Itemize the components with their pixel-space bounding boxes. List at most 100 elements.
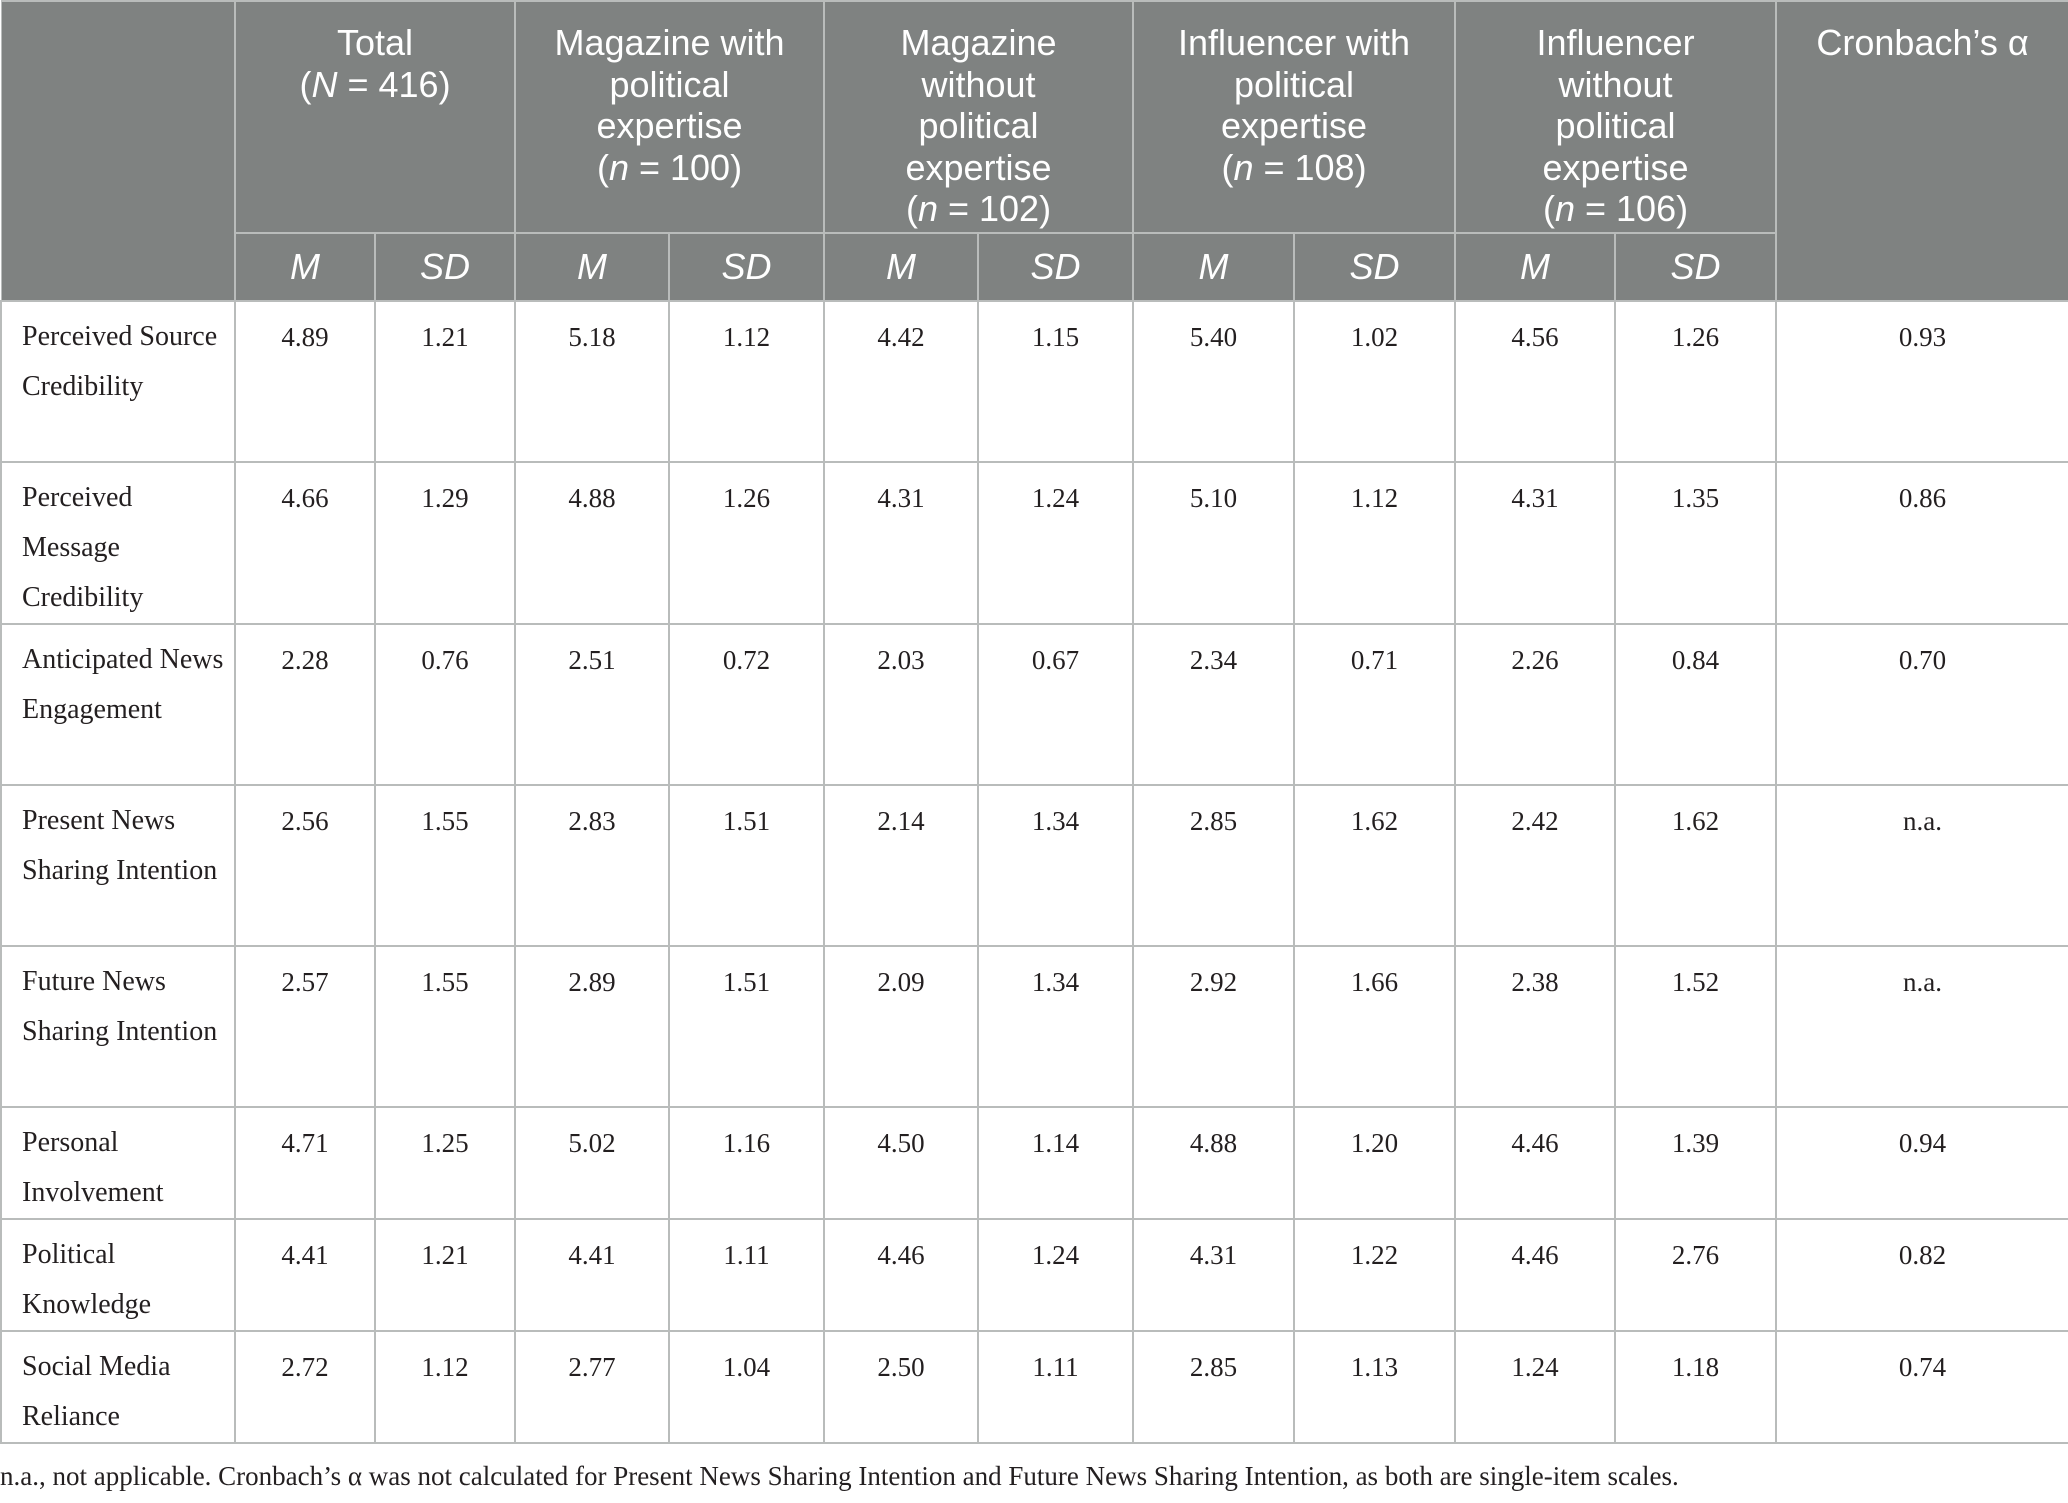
- mean-value: 4.56: [1454, 301, 1617, 463]
- sd-value: 1.34: [977, 945, 1135, 1108]
- group-title: Total: [336, 22, 414, 63]
- mean-value: 4.46: [823, 1218, 980, 1332]
- sd-value: 1.15: [977, 301, 1135, 463]
- table-row: Perceived Source Credibility 4.89 1.21 5.18…: [0, 301, 2068, 463]
- group-title-line: political: [1233, 63, 1355, 105]
- mean-value: 5.18: [514, 301, 671, 463]
- group-sample-size: (n = 108): [1221, 146, 1367, 188]
- group-header-magazine-without-expertise: Magazine without political expertise (n …: [823, 0, 1135, 234]
- sd-value: 1.66: [1293, 945, 1457, 1108]
- sd-value: 1.62: [1614, 784, 1778, 947]
- mean-column-header: M: [1454, 232, 1617, 302]
- table-row: Personal Involvement 4.71 1.25 5.02 1.16 4.50…: [0, 1106, 2068, 1220]
- mean-value: 5.10: [1132, 461, 1296, 625]
- group-header-magazine-with-expertise: Magazine with political expertise (n = 1…: [514, 0, 826, 234]
- mean-value: 2.14: [823, 784, 980, 947]
- variable-label: Political Knowledge: [0, 1218, 236, 1332]
- mean-column-header: M: [1132, 232, 1296, 302]
- group-title-line: Influencer with: [1177, 22, 1411, 63]
- mean-column-header: M: [234, 232, 376, 302]
- mean-value: 2.09: [823, 945, 980, 1108]
- mean-value: 2.26: [1454, 623, 1617, 786]
- sd-column-header: SD: [977, 232, 1135, 302]
- mean-value: 2.77: [514, 1330, 671, 1444]
- sd-value: 1.51: [668, 784, 826, 947]
- sd-column-header: SD: [1293, 232, 1457, 302]
- group-sample-size: (n = 100): [596, 146, 743, 188]
- sd-column-header: SD: [1614, 232, 1778, 302]
- mean-value: 4.66: [234, 461, 376, 625]
- sd-value: 1.26: [1614, 301, 1778, 463]
- table-row: Social Media Reliance 2.72 1.12 2.77 1.04 2.5…: [0, 1330, 2068, 1444]
- sd-value: 1.55: [373, 945, 517, 1108]
- sd-value: 0.84: [1614, 623, 1778, 786]
- mean-value: 4.71: [234, 1106, 376, 1220]
- sd-value: 1.62: [1293, 784, 1457, 947]
- sd-value: 1.21: [373, 301, 517, 463]
- cronbach-alpha-value: 0.70: [1775, 623, 2068, 786]
- table-row: Political Knowledge 4.41 1.21 4.41 1.11 4.46 1…: [0, 1218, 2068, 1332]
- mean-value: 4.42: [823, 301, 980, 463]
- sample-size-value: = 102: [947, 188, 1040, 229]
- sd-value: 2.76: [1614, 1218, 1778, 1332]
- sd-value: 1.11: [977, 1330, 1135, 1444]
- mean-value: 4.50: [823, 1106, 980, 1220]
- sd-value: 1.29: [373, 461, 517, 625]
- mean-value: 5.40: [1132, 301, 1296, 463]
- statistic-header-row: M SD M SD M SD M SD M SD: [1, 232, 2068, 302]
- table-footnote: n.a., not applicable. Cronbach’s α was n…: [0, 1461, 1679, 1491]
- descriptive-statistics-table: Total (N = 416) Magazine with political …: [0, 0, 2068, 1444]
- sd-value: 1.25: [373, 1106, 517, 1220]
- sd-value: 0.72: [668, 623, 826, 786]
- group-header-influencer-without-expertise: Influencer without political expertise (…: [1454, 0, 1778, 234]
- sd-value: 1.14: [977, 1106, 1135, 1220]
- mean-value: 2.50: [823, 1330, 980, 1444]
- variable-label: Future News Sharing Intention: [0, 945, 236, 1108]
- sample-size-symbol: n: [1233, 146, 1254, 188]
- sample-size-symbol: n: [608, 146, 629, 188]
- sd-value: 1.52: [1614, 945, 1778, 1108]
- group-header-influencer-with-expertise: Influencer with political expertise (n =…: [1132, 0, 1457, 234]
- mean-value: 1.24: [1454, 1330, 1617, 1444]
- group-title-line: expertise: [596, 105, 743, 146]
- group-title-line: Influencer: [1536, 22, 1695, 63]
- variable-label: Personal Involvement: [0, 1106, 236, 1220]
- mean-value: 2.85: [1132, 784, 1296, 947]
- cronbach-alpha-value: 0.74: [1775, 1330, 2068, 1444]
- mean-value: 4.46: [1454, 1218, 1617, 1332]
- cronbach-alpha-value: 0.94: [1775, 1106, 2068, 1220]
- sd-value: 1.13: [1293, 1330, 1457, 1444]
- group-sample-size: (n = 102): [905, 188, 1052, 229]
- group-title-line: Magazine with: [554, 22, 785, 63]
- table-header: Total (N = 416) Magazine with political …: [0, 0, 2068, 302]
- sd-value: 1.12: [373, 1330, 517, 1444]
- group-sample-size: (N = 416): [299, 63, 451, 105]
- sd-value: 0.76: [373, 623, 517, 786]
- sd-value: 1.12: [1293, 461, 1457, 625]
- mean-value: 4.88: [514, 461, 671, 625]
- group-title-line: without: [1558, 63, 1673, 105]
- sd-value: 1.22: [1293, 1218, 1457, 1332]
- mean-value: 4.41: [514, 1218, 671, 1332]
- sd-value: 1.04: [668, 1330, 826, 1444]
- mean-value: 2.83: [514, 784, 671, 947]
- sd-value: 1.39: [1614, 1106, 1778, 1220]
- sample-size-value: = 106: [1585, 188, 1677, 229]
- sd-value: 0.67: [977, 623, 1135, 786]
- group-sample-size: (n = 106): [1542, 188, 1689, 229]
- mean-value: 2.28: [234, 623, 376, 786]
- mean-value: 4.89: [234, 301, 376, 463]
- sample-size-value: = 416: [347, 63, 439, 105]
- mean-value: 2.03: [823, 623, 980, 786]
- table-body: Perceived Source Credibility 4.89 1.21 5.18…: [0, 301, 2068, 1444]
- mean-value: 4.88: [1132, 1106, 1296, 1220]
- group-title-line: political: [918, 105, 1039, 146]
- sample-size-symbol: N: [311, 63, 338, 105]
- mean-value: 2.56: [234, 784, 376, 947]
- sd-value: 1.12: [668, 301, 826, 463]
- group-title-line: political: [609, 63, 730, 105]
- cronbach-alpha-value: 0.93: [1775, 301, 2068, 463]
- sd-value: 1.11: [668, 1218, 826, 1332]
- sd-value: 1.16: [668, 1106, 826, 1220]
- variable-column-header: [0, 0, 236, 302]
